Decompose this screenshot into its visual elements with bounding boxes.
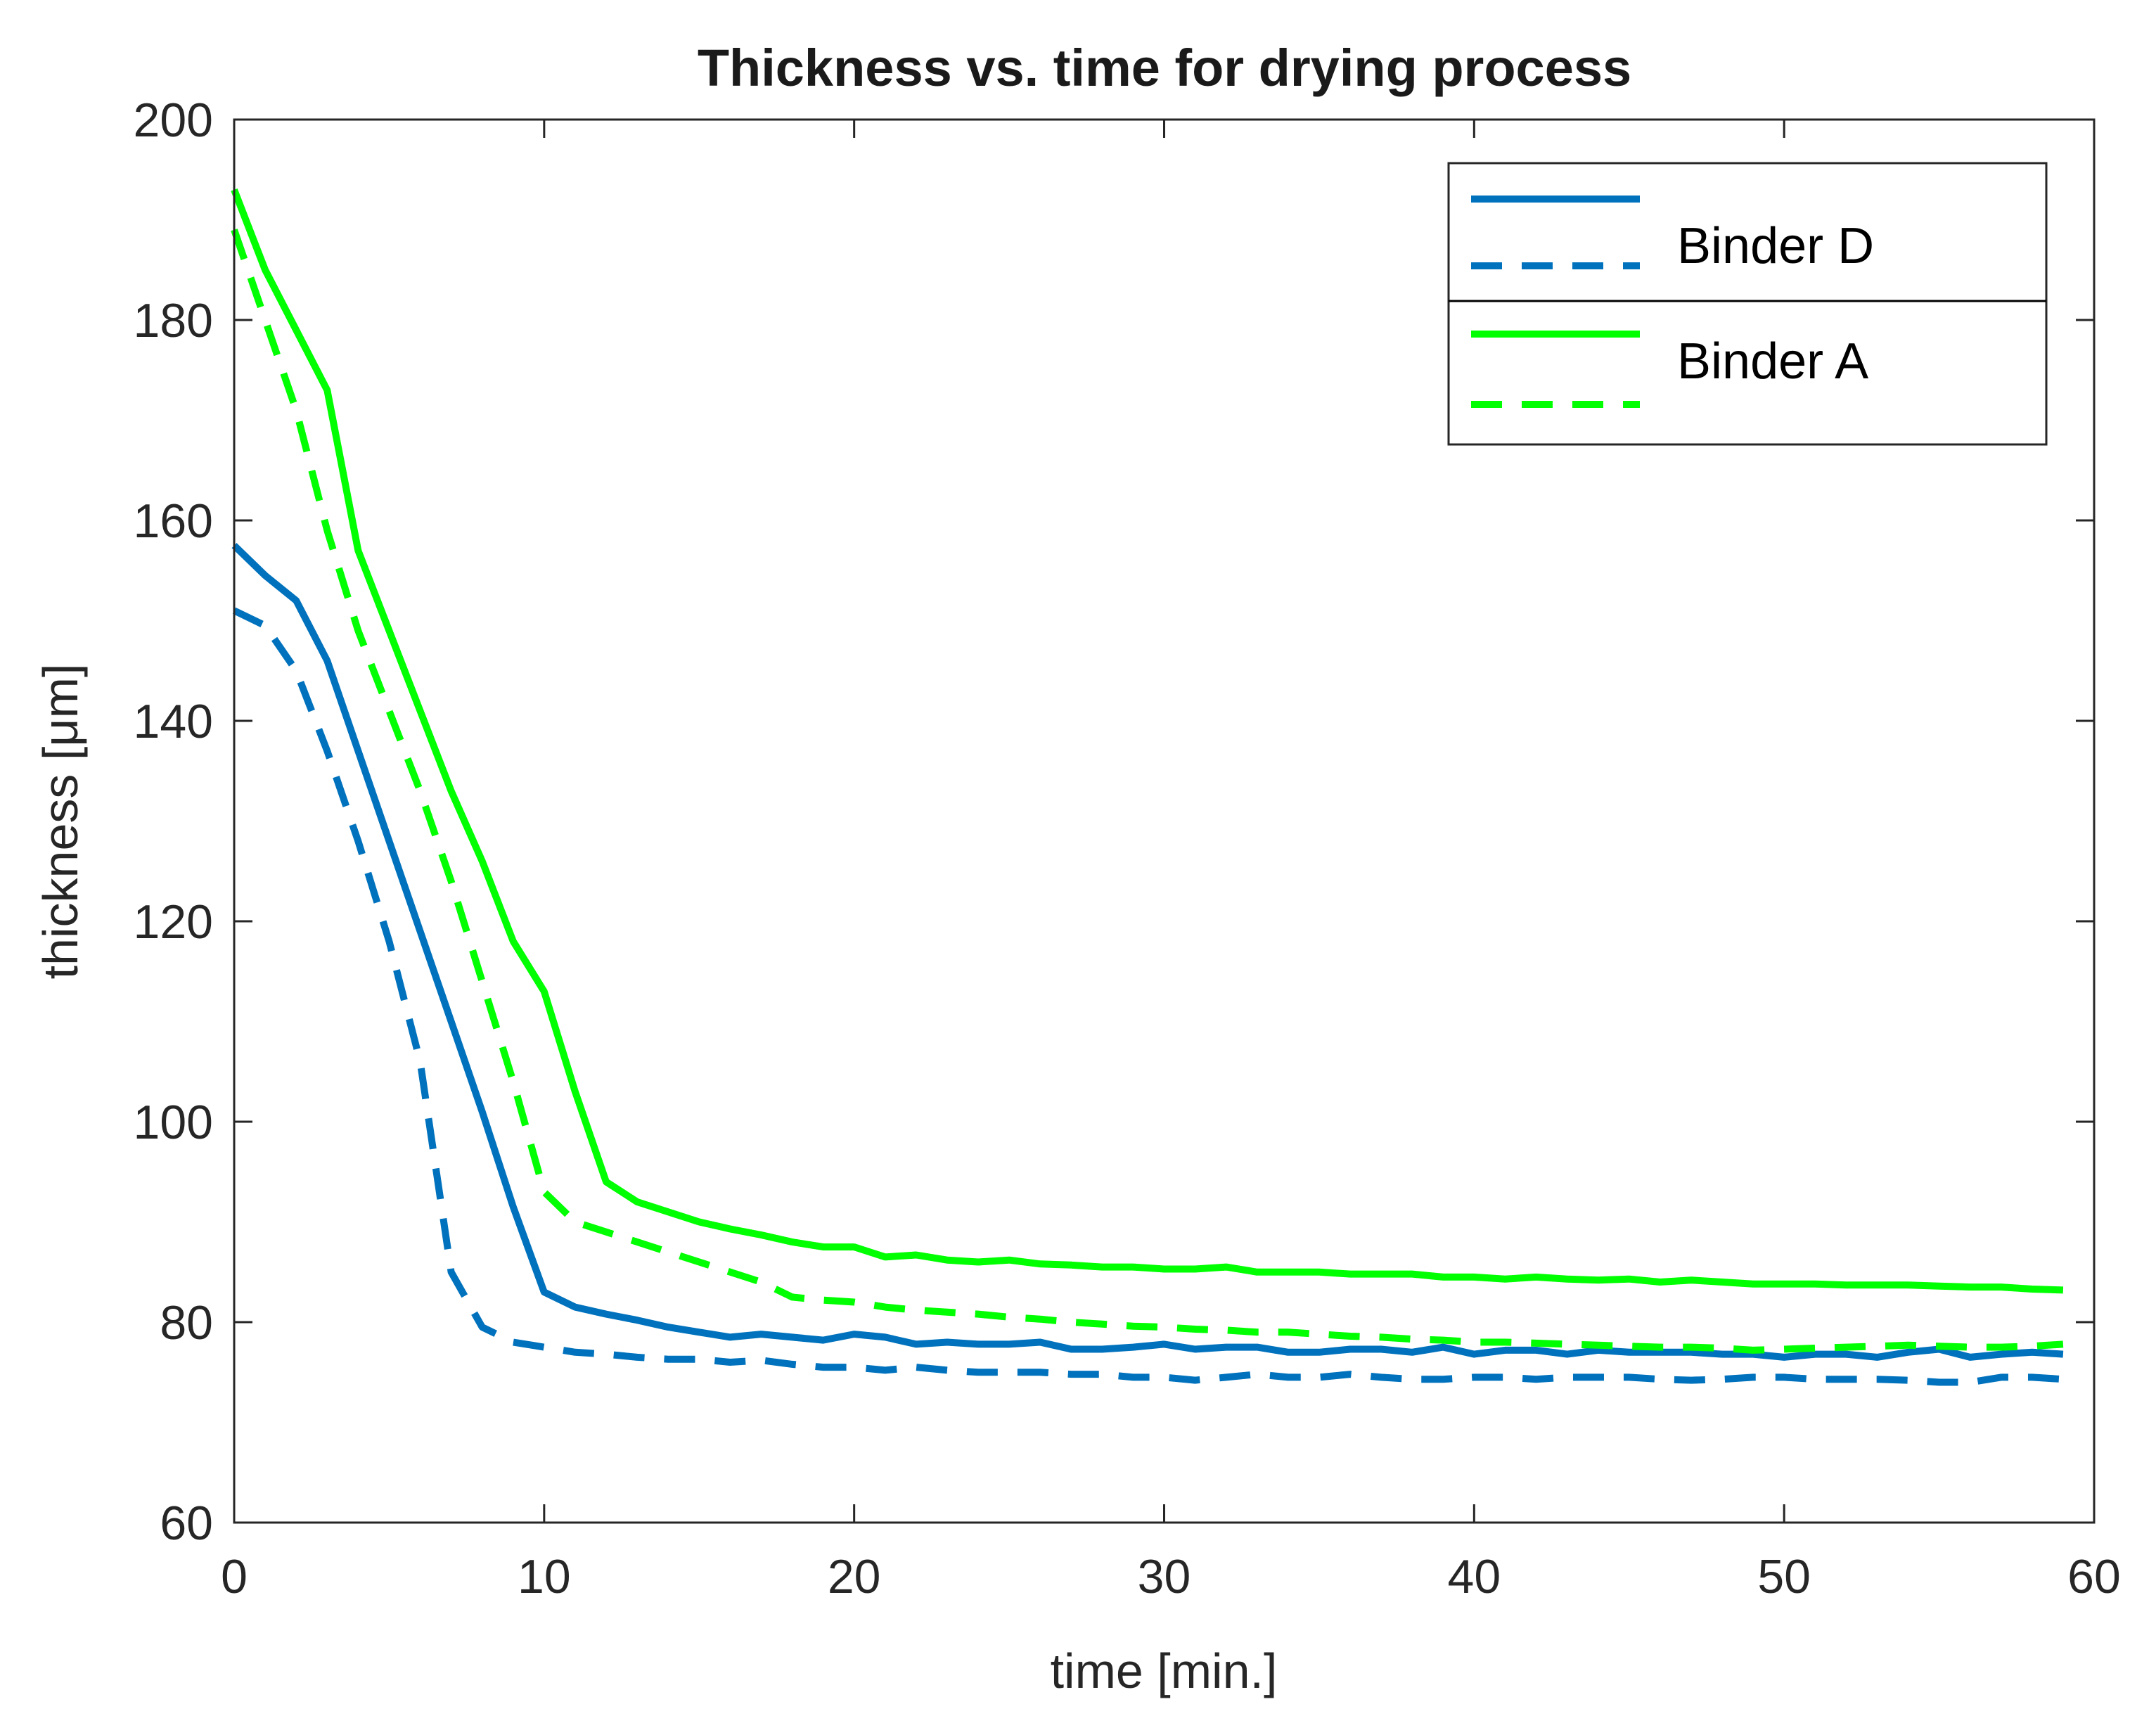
legend-label-binder-a: Binder A <box>1677 333 1868 390</box>
x-tick-label: 30 <box>1138 1550 1191 1603</box>
y-tick-label: 60 <box>160 1497 213 1550</box>
x-tick-label: 50 <box>1757 1550 1811 1603</box>
series-line-binder-a-dashed <box>231 229 2064 1354</box>
series-line-binder-d-dashed <box>232 607 2064 1386</box>
y-axis-label: thickness [μm] <box>33 664 88 980</box>
legend: Binder D Binder A <box>1447 162 2048 446</box>
series-line-binder-d-solid <box>231 543 2064 1361</box>
legend-box <box>1447 162 2048 446</box>
series-layer <box>231 188 2064 1386</box>
y-tick-label: 120 <box>134 895 213 949</box>
y-tick-label: 160 <box>134 494 213 548</box>
axes: 0 10 20 30 40 50 60 60 80 100 120 140 160 180 200 <box>134 94 2121 1603</box>
x-tick-label: 10 <box>518 1550 571 1603</box>
y-tick-label: 180 <box>134 294 213 347</box>
x-tick-label: 60 <box>2067 1550 2121 1603</box>
x-tick-label: 20 <box>828 1550 881 1603</box>
x-tick-label: 40 <box>1448 1550 1501 1603</box>
y-tick-label: 140 <box>134 695 213 748</box>
legend-label-binder-d: Binder D <box>1677 218 1874 274</box>
chart-title: Thickness vs. time for drying process <box>698 39 1631 97</box>
y-tick-label: 80 <box>160 1296 213 1350</box>
series-line-binder-a-solid <box>231 188 2064 1294</box>
y-tick-label: 200 <box>134 94 213 147</box>
y-tick-label: 100 <box>134 1096 213 1149</box>
x-tick-label: 0 <box>221 1550 248 1603</box>
x-axis-label: time [min.] <box>1051 1644 1278 1698</box>
